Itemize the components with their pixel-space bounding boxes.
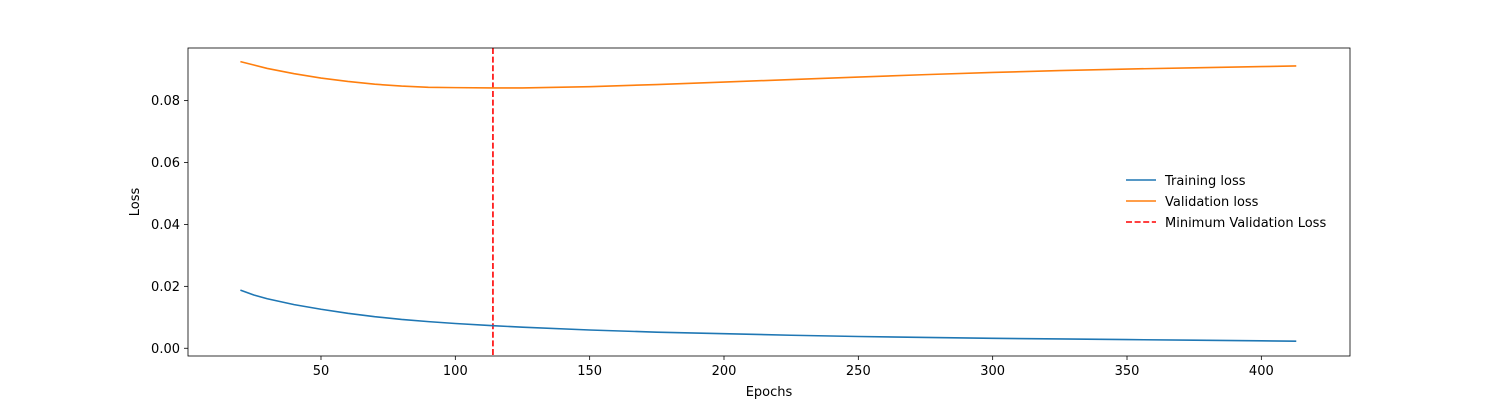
legend-label: Minimum Validation Loss (1165, 216, 1326, 231)
x-axis-ticks: 50 100 150 200 250 300 350 400 (313, 356, 1274, 379)
x-tick-label: 50 (313, 364, 330, 379)
y-tick-label: 0.08 (151, 94, 180, 109)
x-tick-label: 150 (577, 364, 602, 379)
x-tick-label: 350 (1115, 364, 1140, 379)
x-tick-label: 100 (443, 364, 468, 379)
x-tick-label: 250 (846, 364, 871, 379)
series-line-validation-loss (240, 60, 1297, 89)
y-axis-ticks: 0.00 0.02 0.04 0.06 0.08 (151, 94, 188, 357)
x-axis-title: Epochs (746, 385, 793, 400)
y-tick-label: 0.02 (151, 280, 180, 295)
x-tick-label: 300 (980, 364, 1005, 379)
x-tick-label: 200 (712, 364, 737, 379)
series-line-training-loss (240, 289, 1297, 342)
y-tick-label: 0.00 (151, 342, 180, 357)
y-tick-label: 0.04 (151, 218, 180, 233)
x-tick-label: 400 (1249, 364, 1274, 379)
plot-area-frame (187, 47, 1351, 357)
series-layer (240, 60, 1297, 342)
y-axis-title: Loss (128, 188, 143, 217)
legend: Training loss Validation loss Minimum Vali… (1126, 174, 1326, 231)
legend-label: Training loss (1164, 174, 1246, 189)
y-tick-label: 0.06 (151, 156, 180, 171)
legend-label: Validation loss (1165, 195, 1259, 210)
